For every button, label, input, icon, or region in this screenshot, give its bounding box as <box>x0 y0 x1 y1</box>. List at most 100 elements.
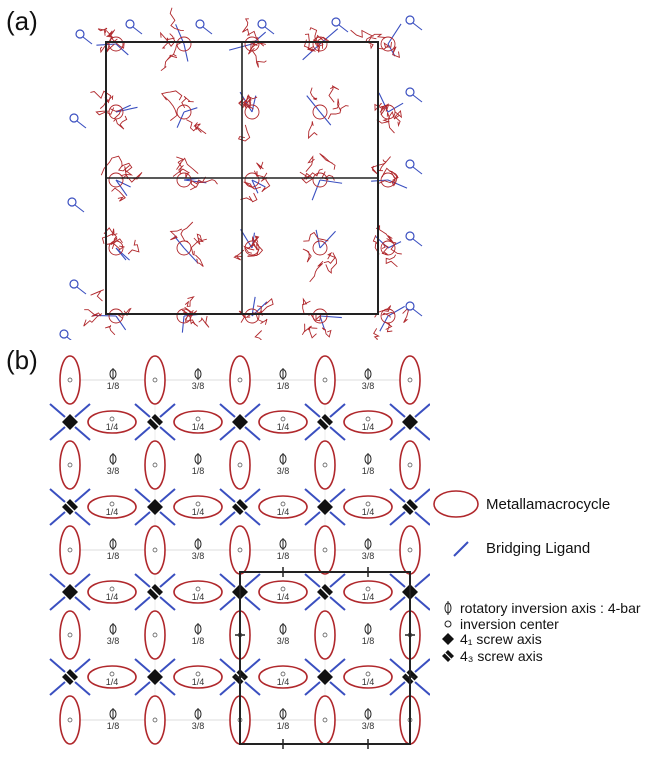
macrocycle-bonds <box>388 110 400 134</box>
bridging-ligand-legend-icon <box>453 541 469 557</box>
terminal-bond <box>76 286 87 295</box>
inversion-center <box>152 717 158 723</box>
fraction-label: 1/8 <box>107 721 120 731</box>
inversion-center <box>237 547 243 553</box>
macrocycle-bonds <box>302 248 312 263</box>
macrocycle-bonds <box>328 85 340 103</box>
fraction-label: 1/4 <box>192 592 205 602</box>
metallamacrocycle-horizontal <box>87 410 137 434</box>
inversion-center <box>237 377 243 383</box>
terminal-bond <box>76 120 87 129</box>
screw-axis-43-stripe <box>234 501 246 513</box>
macrocycle-bonds <box>251 49 267 68</box>
legend-screw-43-label: 4₃ screw axis <box>460 648 543 664</box>
terminal-ring <box>405 231 415 241</box>
macrocycle-ring <box>312 308 328 324</box>
ligand-bond <box>319 315 342 319</box>
bridging-ligand <box>304 681 321 696</box>
macrocycle-bonds <box>160 54 178 72</box>
metallamacrocycle-horizontal <box>258 665 308 689</box>
bridging-ligand <box>414 658 430 673</box>
screw-axis-43-stripe <box>149 586 161 598</box>
inversion-center <box>195 416 201 422</box>
screw-axis-41 <box>317 499 333 515</box>
bridging-ligand <box>49 426 66 441</box>
fraction-label: 3/8 <box>192 551 205 561</box>
metallamacrocycle-horizontal <box>343 665 393 689</box>
macrocycle-bonds <box>309 27 324 49</box>
macrocycle-bonds <box>100 155 123 176</box>
macrocycle-bonds <box>301 323 312 336</box>
terminal-ring <box>257 19 267 29</box>
macrocycle-ring <box>312 172 328 188</box>
screw-axis-41 <box>402 414 418 430</box>
inversion-center <box>365 416 371 422</box>
macrocycle-bonds <box>385 254 398 268</box>
bridging-ligand <box>414 596 430 611</box>
macrocycle-bonds <box>303 33 310 49</box>
ligand-bond <box>175 24 185 45</box>
macrocycle-bonds <box>238 97 249 109</box>
terminal-bond <box>74 204 85 213</box>
bridging-ligand <box>414 403 430 418</box>
bridging-ligand <box>49 681 66 696</box>
bridging-ligand <box>219 426 236 441</box>
bridging-ligand <box>219 658 236 673</box>
metallamacrocycle-horizontal <box>173 665 223 689</box>
macrocycle-ring <box>244 104 260 120</box>
macrocycle-bonds <box>310 87 318 101</box>
ligand-bond <box>319 230 336 249</box>
ligand-bond <box>115 43 129 56</box>
macrocycle-bonds <box>376 112 391 124</box>
terminal-bond <box>338 24 349 33</box>
inversion-center <box>365 671 371 677</box>
bridging-ligand <box>329 403 346 418</box>
ligand-bond <box>387 102 404 113</box>
macrocycle-ring <box>176 308 192 324</box>
terminal-ring <box>69 113 79 123</box>
macrocycle-ring <box>108 104 124 120</box>
bridging-ligand <box>159 403 176 418</box>
terminal-bond <box>412 94 423 103</box>
screw-axis-41 <box>147 499 163 515</box>
bridging-ligand <box>134 596 151 611</box>
macrocycle-bonds <box>240 192 258 203</box>
macrocycle-bonds <box>394 110 403 128</box>
macrocycle-bonds <box>308 326 318 339</box>
terminal-ring <box>405 87 415 97</box>
metallamacrocycle-horizontal <box>258 495 308 519</box>
macrocycle-bonds <box>169 7 184 32</box>
legend-screw-41-label: 4₁ screw axis <box>460 631 542 647</box>
terminal-bond <box>264 26 275 35</box>
inversion-center <box>280 586 286 592</box>
macrocycle-bonds <box>97 27 108 36</box>
macrocycle-ring <box>380 172 396 188</box>
macrocycle-bonds <box>193 233 207 245</box>
macrocycle-bonds <box>193 122 207 135</box>
bridging-ligand <box>134 426 151 441</box>
bridging-ligand <box>414 681 430 696</box>
fraction-label: 1/8 <box>362 466 375 476</box>
macrocycle-bonds <box>243 181 262 190</box>
macrocycle-bonds <box>167 41 184 61</box>
macrocycle-bonds <box>381 242 389 255</box>
macrocycle-bonds <box>378 41 392 50</box>
ligand-bond <box>302 43 321 61</box>
inversion-center-legend-icon <box>444 620 452 628</box>
legend-bridging-ligand-label: Bridging Ligand <box>486 540 591 557</box>
terminal-bond <box>412 22 423 31</box>
inversion-center <box>195 586 201 592</box>
terminal-ring <box>125 19 135 29</box>
fraction-label: 1/4 <box>277 422 290 432</box>
crystal-packing-figure <box>59 7 423 340</box>
ligand-bond <box>228 43 253 51</box>
macrocycle-bonds <box>381 311 395 318</box>
bridging-ligand <box>244 488 261 503</box>
fraction-label: 1/8 <box>277 551 290 561</box>
bridging-ligand <box>159 573 176 588</box>
ligand-bond <box>115 247 130 261</box>
macrocycle-bonds <box>99 94 114 109</box>
macrocycle-bonds <box>176 156 185 175</box>
bridging-ligand <box>219 681 236 696</box>
screw-axis-43-stripe <box>319 586 331 598</box>
